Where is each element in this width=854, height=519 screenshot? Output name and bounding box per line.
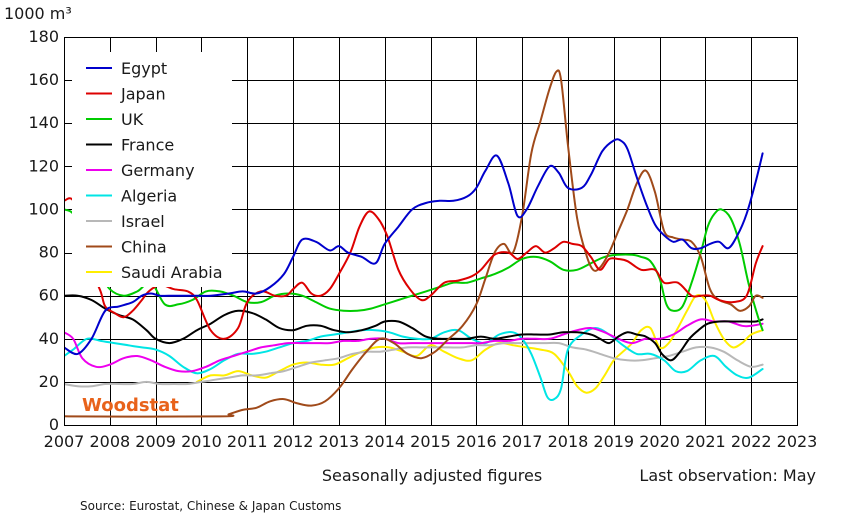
x-tick-label: 2012 — [273, 432, 314, 451]
x-tick-label: 2016 — [456, 432, 497, 451]
x-tick-label: 2020 — [639, 432, 680, 451]
series-line-france — [64, 294, 764, 362]
y-tick-label: 40 — [39, 329, 59, 348]
legend-label-uk: UK — [121, 110, 144, 129]
legend-label-algeria: Algeria — [121, 187, 177, 206]
series-line-saudi-arabia — [195, 294, 764, 394]
y-axis-unit-label: 1000 m³ — [4, 4, 72, 23]
series-lines — [64, 69, 764, 418]
series-line-egypt — [64, 138, 764, 356]
legend-label-egypt: Egypt — [121, 59, 167, 78]
series-line-algeria — [64, 327, 764, 402]
y-tick-label: 160 — [28, 70, 59, 89]
x-tick-label: 2014 — [364, 432, 405, 451]
x-tick-label: 2009 — [135, 432, 176, 451]
legend-label-israel: Israel — [121, 212, 165, 231]
x-tick-label: 2021 — [685, 432, 726, 451]
legend-label-japan: Japan — [120, 85, 166, 104]
series-line-israel — [64, 341, 764, 388]
x-tick-label: 2008 — [89, 432, 130, 451]
plot-frame — [64, 37, 798, 426]
x-tick-label: 2013 — [319, 432, 360, 451]
note-last-observation: Last observation: May — [639, 466, 816, 485]
x-tick-label: 2007 — [44, 432, 85, 451]
y-tick-label: 120 — [28, 156, 59, 175]
legend-label-saudi-arabia: Saudi Arabia — [121, 263, 223, 282]
y-tick-label: 60 — [39, 286, 59, 305]
plot-border — [64, 37, 798, 426]
y-tick-label: 100 — [28, 199, 59, 218]
source-note: Source: Eurostat, Chinese & Japan Custom… — [80, 499, 341, 513]
legend: Egypt Japan UK France Germany Algeria Israel Ch… — [72, 52, 232, 287]
legend-label-china: China — [121, 238, 167, 257]
y-tick-label: 20 — [39, 372, 59, 391]
x-tick-label: 2018 — [548, 432, 589, 451]
series-line-uk — [64, 208, 764, 332]
y-tick-label: 80 — [39, 243, 59, 262]
x-tick-label: 2017 — [502, 432, 543, 451]
x-tick-label: 2023 — [777, 432, 818, 451]
x-tick-label: 2011 — [227, 432, 268, 451]
legend-label-france: France — [121, 136, 174, 155]
x-tick-label: 2010 — [181, 432, 222, 451]
y-tick-label: 140 — [28, 113, 59, 132]
y-tick-label: 180 — [28, 27, 59, 46]
woodstat-watermark: Woodstat — [82, 395, 179, 416]
x-tick-label: 2015 — [410, 432, 451, 451]
x-tick-label: 2022 — [731, 432, 772, 451]
y-tick-label: 0 — [49, 415, 59, 434]
note-seasonally-adjusted: Seasonally adjusted figures — [322, 466, 542, 485]
legend-label-germany: Germany — [121, 161, 195, 180]
x-tick-label: 2019 — [593, 432, 634, 451]
axis-labels: 0 20 40 60 80 100 120 140 160 180 2007 2008 2009 2010… — [28, 27, 817, 451]
